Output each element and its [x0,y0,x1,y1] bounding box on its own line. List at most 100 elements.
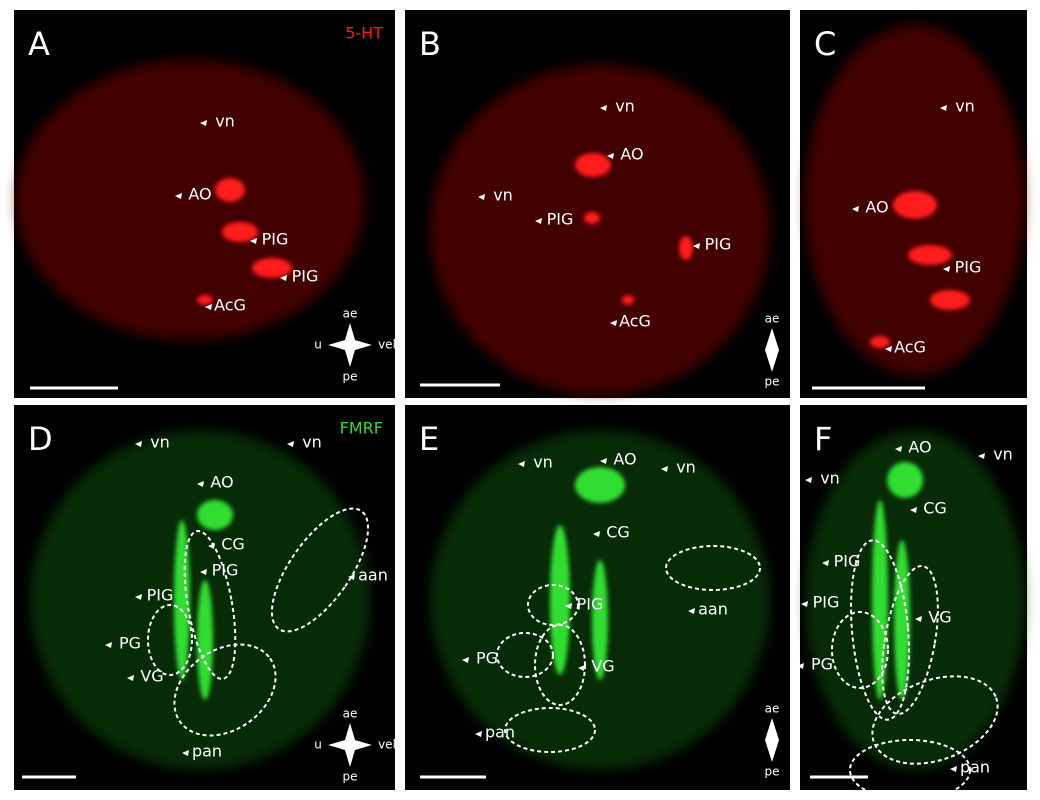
neuron-signal [887,462,923,498]
structure-label: PIG [262,230,289,249]
structure-label: aan [698,600,728,619]
neuron-signal [222,222,258,242]
arrowhead [518,461,525,467]
panel: Evn AO vn CG PIG PG VG aan pan ae pe [405,405,790,790]
arrowhead [950,766,957,772]
structure-label: vn [955,97,975,116]
orientation-label: pe [343,370,358,384]
arrowhead [797,663,804,669]
orientation-label: pe [765,375,780,389]
structure-label: CG [923,499,947,518]
arrowhead [535,218,542,224]
orientation-label: pe [343,770,358,784]
neuron-signal [872,500,888,700]
structure-label: vn [215,112,235,131]
structure-label: AO [188,185,211,204]
tissue-glow [430,65,770,395]
neuron-signal [215,178,245,202]
compass [765,718,779,762]
region-outline [147,604,193,676]
arrowhead [688,608,695,614]
structure-label: PG [119,634,141,653]
orientation-label: ae [343,707,358,721]
compass [328,323,372,367]
orientation-label: ae [765,702,780,716]
arrowhead [287,441,294,447]
neuron-signal [174,520,190,680]
neuron-signal [197,500,233,530]
arrowhead [693,243,700,249]
arrowhead [600,458,607,464]
panel-letter: F [814,420,832,458]
structure-label: PIG [705,235,732,254]
arrowhead [915,616,922,622]
arrowhead [205,304,212,310]
panel-letter: B [419,25,441,63]
structure-label: AcG [619,312,651,331]
structure-label: vn [150,433,170,452]
structure-label: AO [620,145,643,164]
region-outline [504,707,596,753]
arrowhead [135,441,142,447]
structure-label: pan [960,758,990,777]
neuron-signal [575,153,611,177]
structure-label: vn [302,433,322,452]
neuron-signal [252,258,292,278]
orientation-label: u [314,738,322,752]
neuron-signal [584,212,600,224]
arrowhead [127,675,134,681]
structure-label: PG [811,655,833,674]
structure-label: AO [908,438,931,457]
orientation-label: vel [378,338,396,352]
panel-letter: D [28,420,53,458]
region-outline [871,675,999,765]
neuron-signal [622,295,634,305]
arrowhead [175,193,182,199]
panel-letter: C [814,25,836,63]
neuron-signal [197,295,213,305]
region-outline [850,539,910,721]
arrowhead [943,266,950,272]
structure-label: pan [485,723,515,742]
region-outline [849,739,971,800]
panel: D FMRF vn vn AO CG PIG PIG PG VG aan pan u vel ae pe [14,405,396,790]
panel-letter: E [419,420,439,458]
structure-label: VG [591,657,614,676]
arrowhead [135,594,142,600]
stain-label: 5-HT [345,24,383,43]
arrowhead [661,466,668,472]
arrowhead [978,453,985,459]
neuron-signal [575,467,625,503]
arrowhead [593,531,600,537]
region-outline [270,507,370,633]
neuron-signal [894,540,910,700]
region-outline [173,643,277,737]
stain-label: FMRF [340,419,383,438]
structure-label: PIG [547,210,574,229]
arrowhead [885,346,892,352]
structure-label: AO [210,473,233,492]
arrowhead [600,105,607,111]
neuron-signal [893,191,937,219]
structure-label: PIG [955,258,982,277]
neuron-signal [870,336,890,348]
structure-label: pan [192,742,222,761]
arrowhead [578,665,585,671]
tissue-glow [805,430,1025,770]
panel: Bvn AO vn PIG PIG AcG ae pe [405,10,790,398]
arrowhead [852,206,859,212]
structure-label: CG [221,535,245,554]
structure-label: vn [493,186,513,205]
arrowhead [462,657,469,663]
neuron-signal [679,236,693,260]
structure-label: vn [615,97,635,116]
structure-label: VG [140,667,163,686]
region-outline [183,530,237,680]
structure-label: AcG [214,296,246,315]
orientation-label: u [314,338,322,352]
arrowhead [478,194,485,200]
arrowhead [105,642,112,648]
region-outline [496,632,554,678]
